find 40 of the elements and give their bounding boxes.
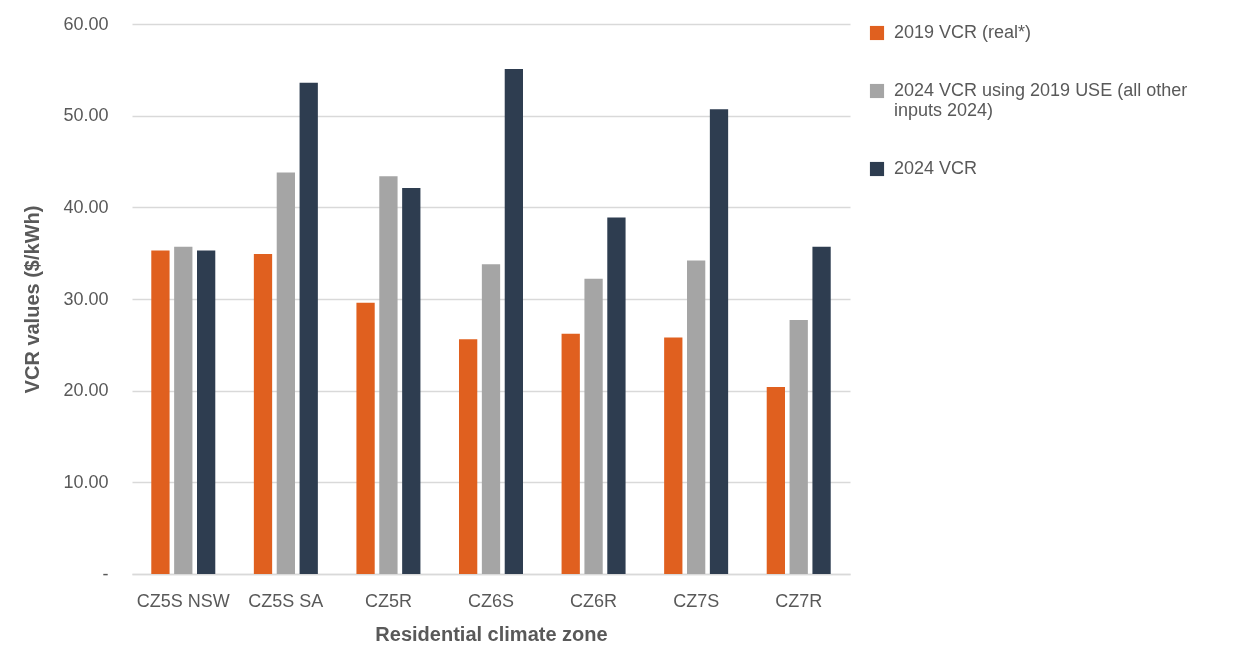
bar — [607, 217, 626, 574]
x-axis-title: Residential climate zone — [375, 622, 608, 645]
x-tick-label: CZ5S SA — [248, 590, 324, 611]
bar — [299, 82, 318, 574]
bar — [253, 254, 273, 574]
bar — [584, 278, 603, 574]
bar — [276, 172, 295, 574]
x-tick-label: CZ7R — [775, 590, 823, 611]
legend-label: 2019 VCR (real*) — [894, 22, 1032, 42]
bar — [481, 264, 501, 574]
y-tick-label: 10.00 — [63, 471, 109, 492]
bar — [812, 246, 831, 574]
bar — [789, 320, 808, 574]
y-axis-title: VCR values ($/kWh) — [21, 205, 44, 394]
bar — [174, 246, 193, 574]
legend-label: 2024 VCR — [894, 158, 978, 178]
y-tick-label: - — [102, 563, 109, 584]
bar — [664, 337, 683, 574]
x-tick-label: CZ6S — [467, 590, 515, 611]
x-tick-label: CZ5R — [364, 590, 412, 611]
y-tick-label: 20.00 — [63, 380, 109, 401]
bar — [151, 250, 170, 574]
x-tick-label: CZ6R — [570, 590, 618, 611]
bar — [504, 68, 523, 574]
bar — [379, 176, 398, 574]
y-tick-label: 40.00 — [63, 196, 109, 217]
bar — [197, 250, 216, 574]
y-tick-label: 60.00 — [63, 13, 109, 34]
bar — [459, 339, 478, 574]
y-tick-label: 50.00 — [63, 105, 109, 126]
bar — [561, 333, 580, 574]
x-tick-label: CZ5S NSW — [136, 590, 230, 611]
bar — [402, 188, 421, 574]
y-tick-label: 30.00 — [63, 288, 109, 309]
bar — [687, 260, 706, 574]
x-tick-label: CZ7S — [673, 590, 720, 611]
bar — [356, 302, 375, 574]
bar — [766, 387, 785, 574]
bar — [709, 109, 729, 574]
legend-label: 2024 VCR using 2019 USE (all other inputs 2024) — [894, 80, 1188, 120]
